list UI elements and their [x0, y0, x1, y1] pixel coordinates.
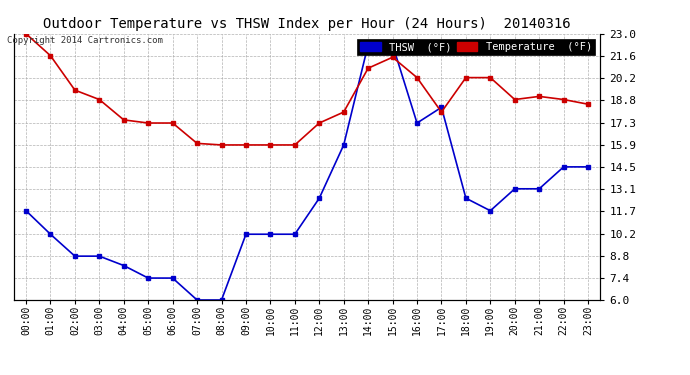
Legend: THSW  (°F), Temperature  (°F): THSW (°F), Temperature (°F): [357, 39, 595, 56]
Title: Outdoor Temperature vs THSW Index per Hour (24 Hours)  20140316: Outdoor Temperature vs THSW Index per Ho…: [43, 17, 571, 31]
Text: Copyright 2014 Cartronics.com: Copyright 2014 Cartronics.com: [7, 36, 163, 45]
